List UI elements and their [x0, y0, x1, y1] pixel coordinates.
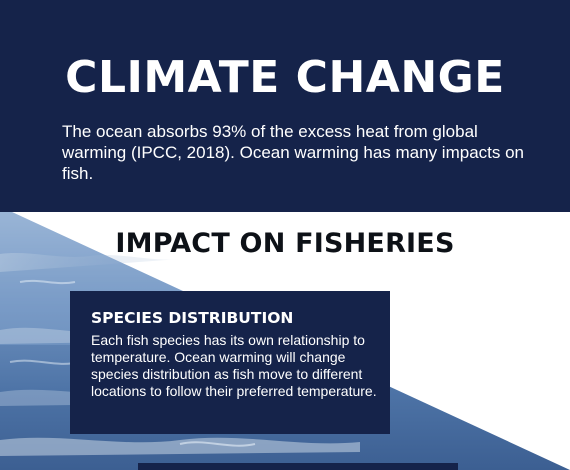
section-heading: IMPACT ON FISHERIES — [115, 228, 455, 259]
card-body: Each fish species has its own relationsh… — [91, 332, 377, 399]
page-title: CLIMATE CHANGE — [65, 52, 505, 103]
intro-paragraph: The ocean absorbs 93% of the excess heat… — [62, 122, 525, 183]
card-title: SPECIES DISTRIBUTION — [91, 309, 294, 327]
species-distribution-card: SPECIES DISTRIBUTION Each fish species h… — [70, 291, 390, 434]
next-info-card — [138, 463, 458, 470]
title-banner — [0, 0, 570, 212]
